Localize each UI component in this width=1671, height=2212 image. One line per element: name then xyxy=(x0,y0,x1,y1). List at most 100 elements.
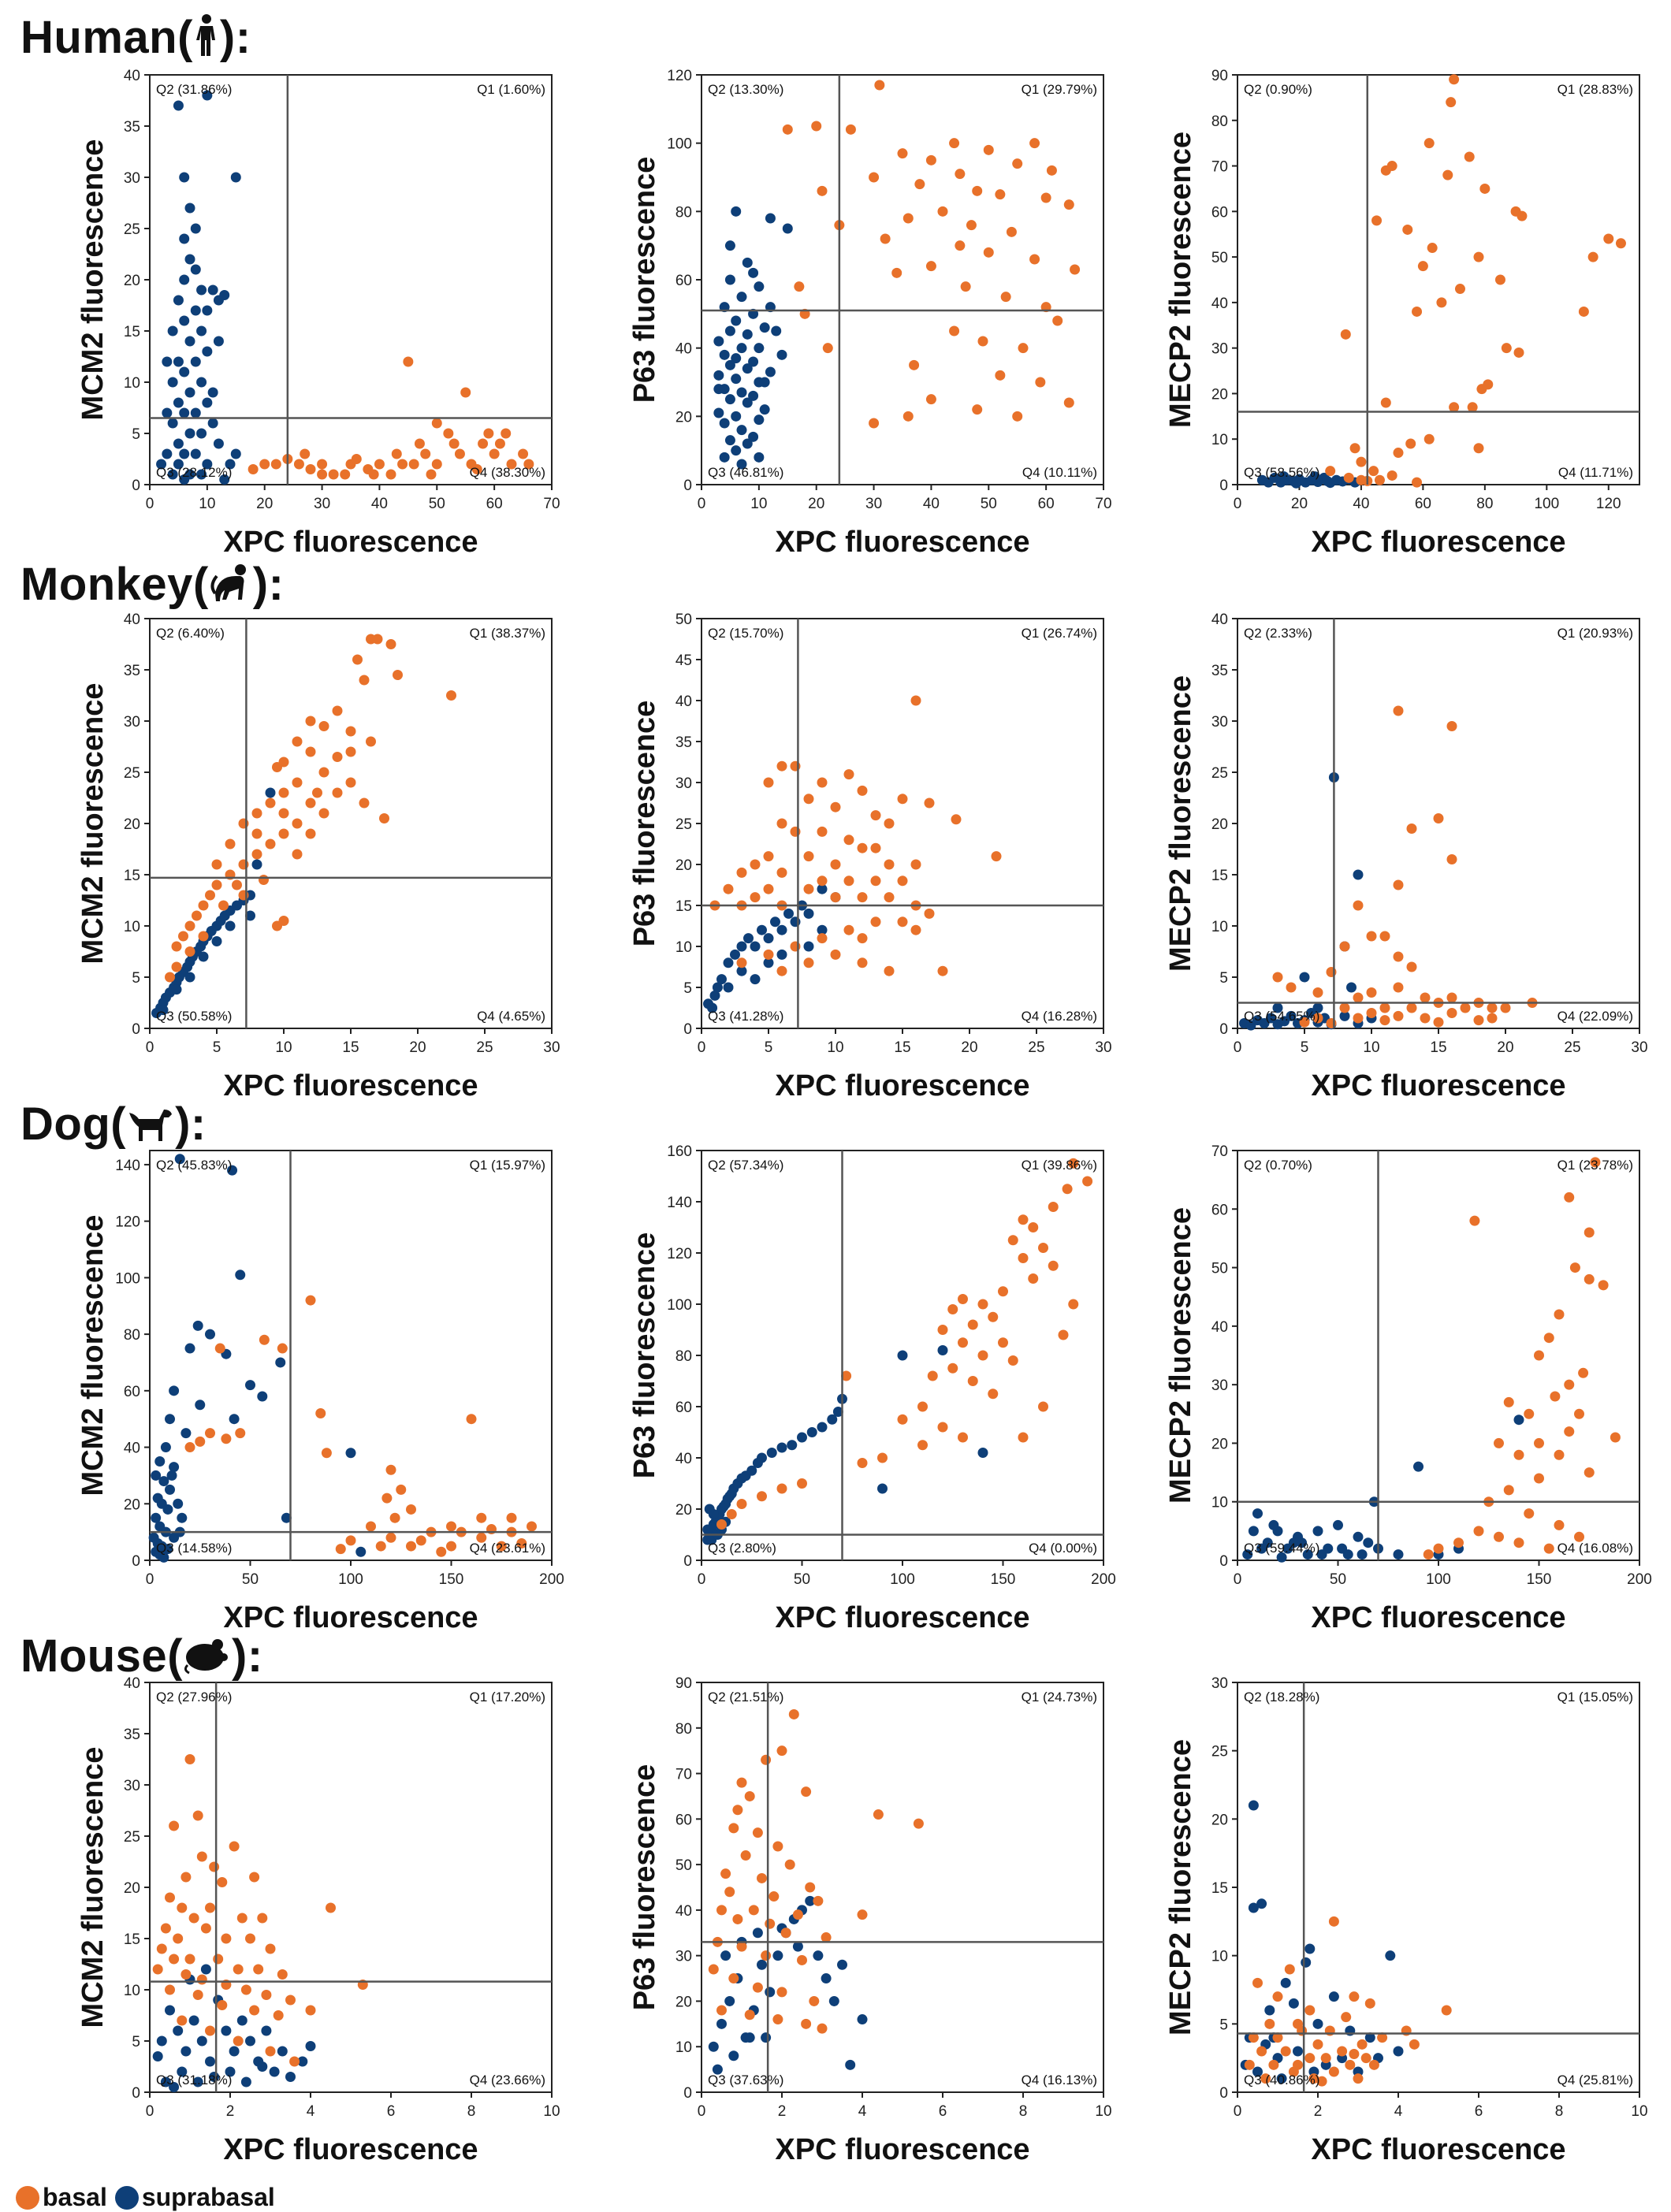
legend-item-basal: basal xyxy=(16,2183,107,2212)
data-point-basal xyxy=(1349,1991,1360,2002)
data-point-basal xyxy=(736,1777,747,1788)
data-point-suprabasal xyxy=(837,1959,847,1970)
data-point-suprabasal xyxy=(702,1524,713,1535)
data-point-basal xyxy=(273,2010,284,2021)
data-point-suprabasal xyxy=(1264,2005,1275,2016)
data-point-suprabasal xyxy=(196,428,207,439)
data-point-suprabasal xyxy=(196,469,207,480)
data-point-basal xyxy=(368,469,379,480)
data-point-basal xyxy=(1517,210,1528,221)
data-point-basal xyxy=(516,1537,527,1548)
y-tick-label: 40 xyxy=(675,341,692,358)
data-point-suprabasal xyxy=(205,1329,215,1340)
data-point-basal xyxy=(195,1436,206,1447)
y-tick-label: 35 xyxy=(124,663,140,679)
data-point-suprabasal xyxy=(179,448,190,459)
x-tick-label: 0 xyxy=(698,1571,706,1588)
data-point-suprabasal xyxy=(827,1414,838,1425)
x-tick-label: 10 xyxy=(275,1039,292,1056)
x-tick-label: 100 xyxy=(338,1571,363,1588)
chart-human-mcm2: 0 10 20 30 40 50 60 70 0 5 10 15 20 25 30 35 40 XPC fluor… xyxy=(0,47,560,591)
plot-area xyxy=(149,74,553,485)
data-point-suprabasal xyxy=(227,1165,238,1176)
data-point-suprabasal xyxy=(1353,869,1364,880)
quadrant-label-q4: Q4 (25.81%) xyxy=(1557,2073,1633,2087)
data-point-basal xyxy=(716,1519,727,1530)
y-tick-label: 40 xyxy=(675,1451,692,1467)
data-point-basal xyxy=(736,1499,747,1509)
data-point-basal xyxy=(1286,982,1297,993)
data-point-basal xyxy=(776,965,787,976)
data-point-basal xyxy=(750,859,761,870)
data-point-suprabasal xyxy=(245,910,255,921)
data-point-basal xyxy=(196,1851,207,1862)
quadrant-label-q1: Q1 (17.20%) xyxy=(470,1690,545,1705)
data-point-suprabasal xyxy=(805,1895,816,1906)
y-tick-label: 25 xyxy=(675,816,692,833)
data-point-basal xyxy=(506,459,517,470)
data-point-basal xyxy=(217,1877,228,1887)
data-point-suprabasal xyxy=(167,469,178,480)
data-point-basal xyxy=(776,867,787,878)
data-point-basal xyxy=(995,189,1006,200)
data-point-basal xyxy=(345,777,356,788)
data-point-basal xyxy=(1393,448,1404,459)
data-point-suprabasal xyxy=(305,2041,316,2051)
y-tick-label: 15 xyxy=(675,898,692,915)
data-point-suprabasal xyxy=(173,295,184,306)
data-point-basal xyxy=(857,842,868,853)
data-point-basal xyxy=(1393,1010,1404,1021)
data-point-basal xyxy=(769,1891,780,1902)
data-point-suprabasal xyxy=(748,390,759,401)
y-tick-label: 60 xyxy=(1211,204,1228,221)
y-tick-label: 0 xyxy=(1219,1553,1228,1570)
data-point-suprabasal xyxy=(757,1959,767,1970)
data-point-suprabasal xyxy=(776,1442,787,1453)
data-point-suprabasal xyxy=(754,415,765,426)
data-point-suprabasal xyxy=(937,1345,948,1355)
data-point-basal xyxy=(1449,402,1460,413)
data-point-basal xyxy=(757,1491,767,1502)
data-point-suprabasal xyxy=(1413,1461,1424,1472)
y-tick-label: 0 xyxy=(132,2085,140,2102)
data-point-basal xyxy=(763,851,774,862)
data-point-basal xyxy=(332,787,343,798)
data-point-basal xyxy=(1476,384,1487,395)
data-point-suprabasal xyxy=(783,908,794,919)
y-tick-label: 5 xyxy=(1219,2017,1228,2033)
y-tick-label: 0 xyxy=(683,1553,692,1570)
data-point-suprabasal xyxy=(225,920,236,931)
data-point-basal xyxy=(476,1532,487,1543)
data-point-basal xyxy=(225,838,236,849)
x-tick-label: 15 xyxy=(342,1039,359,1056)
y-tick-label: 90 xyxy=(1211,68,1228,84)
y-tick-label: 20 xyxy=(1211,816,1228,833)
data-point-basal xyxy=(448,438,460,449)
chart-dog-mcm2: 0 50 100 150 200 0 20 40 60 80 100 120 140 XPC fluore… xyxy=(0,1123,564,1667)
y-tick-label: 0 xyxy=(1219,2085,1228,2102)
data-point-basal xyxy=(332,752,343,762)
data-point-basal xyxy=(972,185,983,196)
data-point-suprabasal xyxy=(1248,1800,1259,1811)
data-point-basal xyxy=(1393,879,1404,890)
data-point-basal xyxy=(1018,343,1029,354)
quadrant-label-q1: Q1 (38.37%) xyxy=(470,626,545,641)
x-tick-label: 0 xyxy=(146,1039,154,1056)
data-point-basal xyxy=(821,1932,832,1943)
data-point-basal xyxy=(478,438,489,449)
data-point-basal xyxy=(1405,438,1416,449)
y-tick-label: 60 xyxy=(124,1384,140,1400)
y-tick-label: 120 xyxy=(667,68,692,84)
data-point-basal xyxy=(265,797,276,809)
y-tick-label: 20 xyxy=(124,1496,140,1513)
data-point-basal xyxy=(1268,2059,1279,2070)
data-point-suprabasal xyxy=(1248,1902,1259,1913)
y-tick-label: 25 xyxy=(1211,765,1228,782)
legend-item-suprabasal: suprabasal xyxy=(114,2183,275,2212)
y-tick-label: 0 xyxy=(683,1021,692,1038)
data-point-basal xyxy=(184,946,195,957)
y-tick-label: 120 xyxy=(115,1214,140,1231)
data-point-suprabasal xyxy=(1393,2046,1404,2057)
data-point-basal xyxy=(397,459,408,470)
data-point-basal xyxy=(1337,2046,1348,2057)
